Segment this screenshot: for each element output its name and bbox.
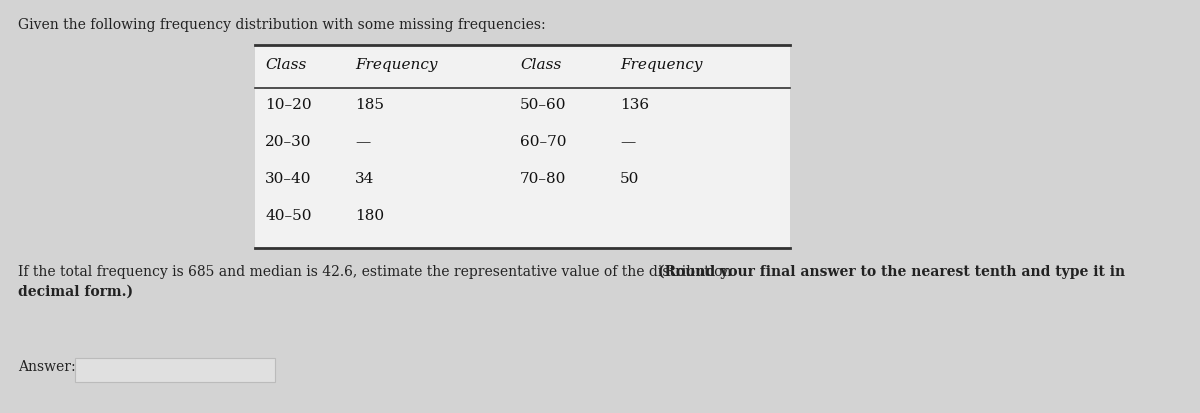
Text: —: — [355,135,371,149]
Text: 10–20: 10–20 [265,98,312,112]
Text: 180: 180 [355,209,384,223]
Text: Frequency: Frequency [620,58,702,72]
Text: Answer:: Answer: [18,360,76,374]
Bar [74,358,275,382]
Text: 34: 34 [355,172,374,186]
Text: 30–40: 30–40 [265,172,312,186]
Text: 20–30: 20–30 [265,135,312,149]
Text: —: — [620,135,635,149]
Text: 50: 50 [620,172,640,186]
Text: Frequency: Frequency [355,58,438,72]
Text: Given the following frequency distribution with some missing frequencies:: Given the following frequency distributi… [18,18,546,32]
Text: decimal form.): decimal form.) [18,285,133,299]
Text: Class: Class [520,58,562,72]
Text: 136: 136 [620,98,649,112]
Text: (Round your final answer to the nearest tenth and type it in: (Round your final answer to the nearest … [658,265,1124,279]
Text: 70–80: 70–80 [520,172,566,186]
Text: If the total frequency is 685 and median is 42.6, estimate the representative va: If the total frequency is 685 and median… [18,265,736,279]
Text: 60–70: 60–70 [520,135,566,149]
Text: 50–60: 50–60 [520,98,566,112]
Bar [256,45,790,248]
Text: 40–50: 40–50 [265,209,312,223]
Text: Class: Class [265,58,306,72]
Text: 185: 185 [355,98,384,112]
